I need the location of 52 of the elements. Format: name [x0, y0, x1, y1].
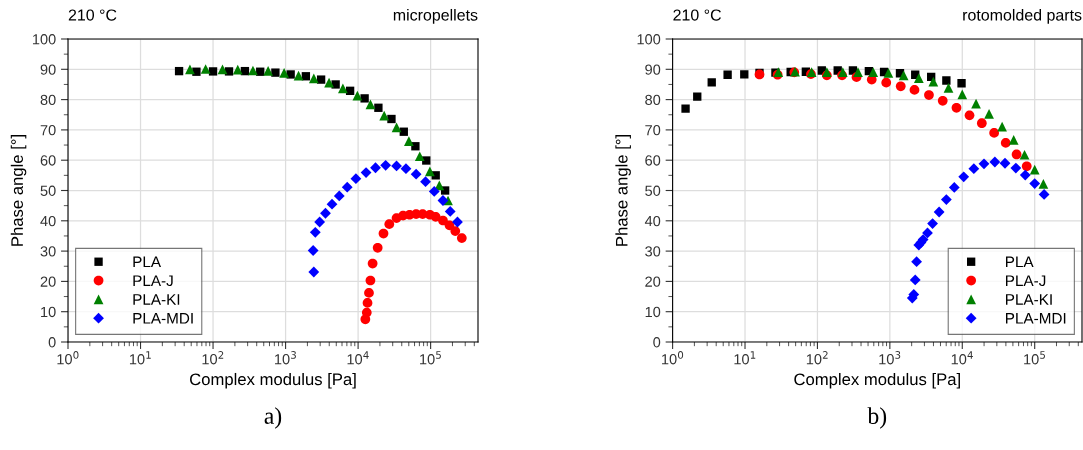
y-tick-label: 0 [653, 337, 661, 348]
x-tick-label: 10$^{1}$ [734, 351, 756, 365]
x-tick-label: 10$^{2}$ [202, 351, 224, 365]
y-tick-label: 10 [645, 306, 661, 318]
legend-label: PLA-KI [133, 294, 180, 305]
y-tick-label: 80 [40, 94, 56, 106]
y-tick-label: 40 [40, 215, 56, 227]
x-tick-label: 10$^{4}$ [951, 351, 973, 365]
x-tick-label: 10$^{5}$ [420, 351, 441, 365]
x-tick-label: 10$^{3}$ [275, 351, 296, 365]
x-axis-title: Complex modulus [Pa] [190, 372, 356, 389]
y-tick-label: 60 [40, 155, 56, 166]
y-tick-label: 80 [645, 94, 661, 106]
text: 210 °C [673, 9, 721, 21]
y-tick-label: 10 [41, 306, 56, 318]
x-tick-label: 10$^{0}$ [662, 351, 684, 365]
y-tick-label: 0 [48, 337, 56, 348]
x-tick-label: 10$^{1}$ [129, 351, 151, 365]
legend-label: PLA-J [1006, 275, 1046, 287]
y-tick-label: 50 [40, 185, 56, 196]
text: rotomolded parts [963, 8, 1082, 24]
y-tick-label: 30 [645, 246, 661, 257]
x-tick-label: 10$^{0}$ [57, 351, 79, 365]
x-tick-label: 10$^{4}$ [347, 351, 369, 365]
y-tick-label: 60 [645, 155, 661, 166]
y-tick-label: 70 [40, 125, 56, 136]
y-tick-label: 90 [40, 64, 56, 75]
y-tick-label: 50 [645, 185, 661, 196]
legend-label: PLA-J [133, 275, 173, 287]
y-axis-title: Phase angle [°] [10, 135, 27, 246]
y-tick-label: 90 [645, 64, 661, 75]
legend-label: PLA-MDI [1006, 313, 1066, 324]
legend-label: PLA [133, 256, 162, 268]
y-tick-label: 20 [40, 276, 56, 287]
legend-label: PLA-KI [1006, 294, 1052, 305]
x-tick-label: 10$^{3}$ [879, 351, 901, 365]
legend-label: PLA [1006, 256, 1034, 268]
text: 210 °C [68, 9, 117, 21]
y-tick-label: 30 [40, 246, 56, 257]
legend-label: PLA-MDI [133, 313, 193, 324]
x-tick-label: 10$^{5}$ [1024, 351, 1045, 365]
y-tick-label: 20 [645, 276, 661, 287]
text: micropellets [393, 8, 478, 24]
y-tick-label: 70 [645, 125, 661, 136]
y-tick-label: 40 [644, 215, 661, 227]
text: a) [264, 407, 282, 429]
y-axis-title: Phase angle [°] [615, 135, 631, 246]
y-tick-label: 100 [32, 34, 56, 45]
text: b) [867, 407, 887, 429]
y-tick-label: 100 [637, 34, 661, 45]
x-axis-title: Complex modulus [Pa] [794, 372, 960, 389]
x-tick-label: 10$^{2}$ [806, 351, 828, 365]
